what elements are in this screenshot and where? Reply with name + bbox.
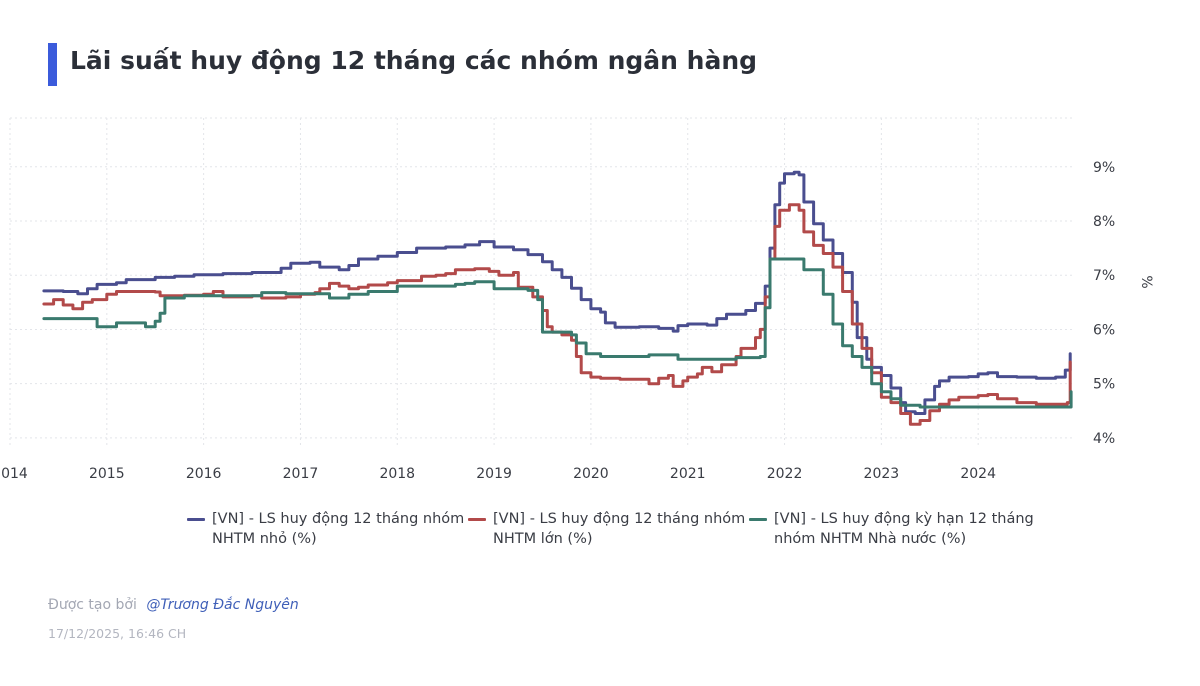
legend-swatch-state (749, 518, 767, 521)
legend-item-large-banks[interactable]: [VN] - LS huy động 12 tháng nhóm NHTM lớ… (468, 509, 758, 549)
x-tick-label: 2018 (379, 466, 415, 482)
series-line-state-banks (42, 257, 1073, 409)
x-tick-label: 2014 (0, 466, 28, 482)
y-tick-label: 5% (1093, 377, 1115, 393)
credit-prefix: Được tạo bởi (48, 597, 137, 613)
legend-item-state-banks[interactable]: [VN] - LS huy động kỳ hạn 12 tháng nhóm … (749, 509, 1039, 549)
x-tick-label: 2024 (960, 466, 996, 482)
x-axis-ticks: 2014 2015 2016 2017 2018 2019 2020 2021 2022 2023… (0, 466, 996, 482)
y-axis-label: % (1138, 275, 1154, 288)
y-tick-label: 9% (1093, 160, 1115, 176)
series-lines (42, 170, 1073, 426)
legend-label-small: [VN] - LS huy động 12 tháng nhóm NHTM nh… (212, 511, 465, 547)
legend-label-state: [VN] - LS huy động kỳ hạn 12 tháng nhóm … (774, 511, 1034, 547)
legend: [VN] - LS huy động 12 tháng nhóm NHTM nh… (0, 509, 1200, 569)
x-tick-label: 2016 (186, 466, 222, 482)
legend-item-small-banks[interactable]: [VN] - LS huy động 12 tháng nhóm NHTM nh… (187, 509, 477, 549)
x-tick-label: 2019 (476, 466, 512, 482)
series-line-large-banks (42, 203, 1072, 426)
series-line-small-banks (42, 170, 1072, 415)
legend-label-large: [VN] - LS huy động 12 tháng nhóm NHTM lớ… (493, 511, 746, 547)
legend-swatch-large (468, 518, 486, 521)
title-accent-bar (48, 43, 57, 86)
credit-line: Được tạo bởi @Trương Đắc Nguyên (48, 597, 299, 613)
y-tick-label: 8% (1093, 214, 1115, 230)
x-tick-label: 2020 (573, 466, 609, 482)
y-tick-label: 4% (1093, 431, 1115, 447)
y-tick-label: 7% (1093, 268, 1115, 284)
timestamp: 17/12/2025, 16:46 CH (48, 626, 187, 641)
y-axis-ticks: 4% 5% 6% 7% 8% 9% (1093, 160, 1115, 447)
grid (9, 117, 1075, 446)
legend-swatch-small (187, 518, 205, 521)
x-tick-label: 2023 (864, 466, 900, 482)
x-tick-label: 2021 (670, 466, 706, 482)
x-tick-label: 2017 (283, 466, 319, 482)
y-tick-label: 6% (1093, 322, 1115, 338)
credit-author-link[interactable]: @Trương Đắc Nguyên (146, 597, 299, 613)
line-chart: 2014 2015 2016 2017 2018 2019 2020 2021 2022 2023… (0, 117, 1154, 482)
x-tick-label: 2015 (89, 466, 125, 482)
chart-title: Lãi suất huy động 12 tháng các nhóm ngân… (70, 46, 758, 75)
x-tick-label: 2022 (767, 466, 803, 482)
